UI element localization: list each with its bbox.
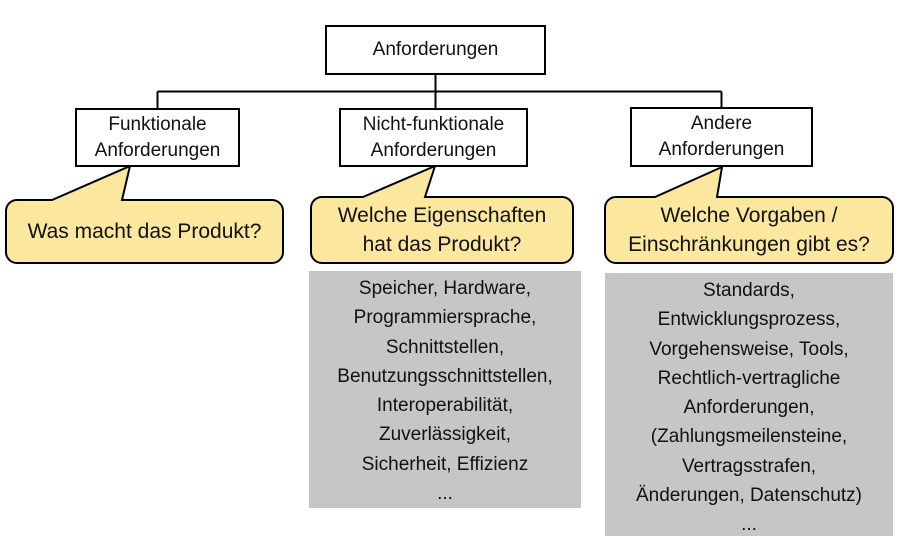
callout-left-text: Was macht das Produkt? <box>27 220 262 243</box>
node-anforderungen: Anforderungen <box>325 25 546 75</box>
callout-middle-balloon <box>310 164 574 264</box>
node-nicht-funktionale-anforderungen: Nicht-funktionale Anforderungen <box>339 108 528 167</box>
callout-middle-text: Welche Eigenschaften hat das Produkt? <box>337 204 547 256</box>
tree-connector-lines <box>156 75 723 108</box>
callout-right-balloon <box>604 165 894 264</box>
node-andere-anforderungen: Andere Anforderungen <box>630 107 813 167</box>
detail-box-andere: Standards, Entwicklungsprozess, Vorgehen… <box>605 273 893 536</box>
callout-right-text: Welche Vorgaben / Einschränkungen gibt e… <box>628 204 870 256</box>
node-funktionale-anforderungen: Funktionale Anforderungen <box>75 108 240 167</box>
callout-left-balloon <box>5 164 284 264</box>
detail-box-nicht-funktionale: Speicher, Hardware, Programmiersprache, … <box>309 271 581 508</box>
